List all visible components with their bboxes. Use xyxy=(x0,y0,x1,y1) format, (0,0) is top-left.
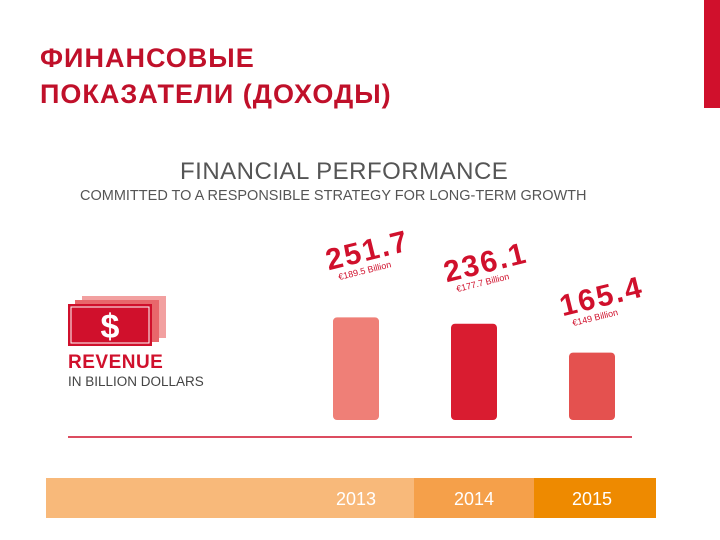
x-tick-label-2015: 2015 xyxy=(572,489,612,509)
dollar-bills-icon: $ xyxy=(68,296,168,346)
bar-2014 xyxy=(451,323,497,420)
slide-title-line-2: ПОКАЗАТЕЛИ (ДОХОДЫ) xyxy=(40,79,392,109)
x-tick-label-2014: 2014 xyxy=(454,489,494,509)
slide-title: ФИНАНСОВЫЕ ПОКАЗАТЕЛИ (ДОХОДЫ) xyxy=(40,40,640,112)
bar-2013 xyxy=(333,317,379,420)
metric-label: REVENUE xyxy=(68,352,164,373)
accent-bar xyxy=(704,0,720,108)
category-cell-2014 xyxy=(414,478,534,518)
bar-2015 xyxy=(569,352,615,420)
x-tick-label-2013: 2013 xyxy=(336,489,376,509)
slide-title-line-1: ФИНАНСОВЫЕ xyxy=(40,43,255,73)
svg-text:$: $ xyxy=(101,308,120,346)
category-band-left xyxy=(46,478,296,518)
infographic-subtitle: COMMITTED TO A RESPONSIBLE STRATEGY FOR … xyxy=(80,188,587,204)
category-cell-2013 xyxy=(296,478,414,518)
unit-label: IN BILLION DOLLARS xyxy=(68,374,204,389)
category-cell-2015 xyxy=(534,478,656,518)
infographic-title: FINANCIAL PERFORMANCE xyxy=(180,158,509,185)
